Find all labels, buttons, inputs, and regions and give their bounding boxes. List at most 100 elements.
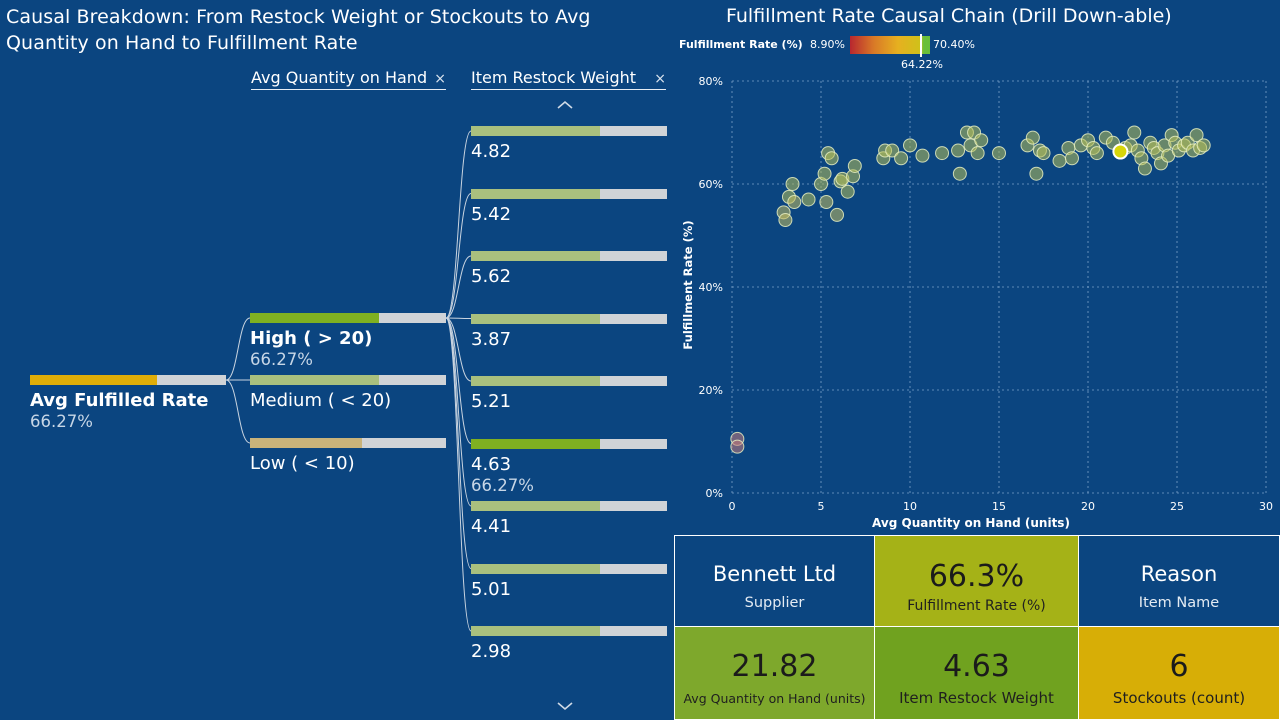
node-label: 4.63 (471, 453, 512, 475)
node-bar (471, 251, 667, 261)
node-label: 2.98 (471, 641, 512, 662)
decomposition-tree-title: Causal Breakdown: From Restock Weight or… (6, 6, 591, 54)
scatter-point (885, 143, 900, 158)
tree-connector (445, 317, 472, 507)
tree-connector (445, 317, 472, 382)
supplier-label: Supplier (744, 595, 805, 611)
tree-level2-node[interactable]: 5.21 (471, 376, 667, 413)
scatter-point (830, 207, 845, 222)
item-name-card[interactable]: Reason Item Name (1078, 535, 1280, 627)
node-bar-fill (471, 251, 601, 261)
tree-level2-node[interactable]: 2.98 (471, 626, 667, 663)
node-bar (250, 375, 446, 385)
node-bar (471, 438, 667, 449)
scatter-point (817, 166, 832, 181)
tree-level2-node[interactable]: 4.82 (471, 126, 667, 163)
node-label: Avg Fulfilled Rate (30, 390, 209, 411)
scatter-chart-title: Fulfillment Rate Causal Chain (Drill Dow… (726, 5, 1172, 27)
restock-weight-card[interactable]: 4.63 Item Restock Weight (874, 626, 1079, 720)
node-label: 5.42 (471, 203, 512, 225)
y-tick-label: 40% (699, 281, 723, 294)
tree-level2-node[interactable]: 4.63 66.27% (471, 438, 667, 496)
legend-current-marker (920, 34, 922, 57)
scatter-point (1052, 153, 1067, 168)
scatter-point (1089, 146, 1104, 161)
tree-root-node[interactable]: Avg Fulfilled Rate 66.27% (30, 375, 226, 432)
node-bar (471, 188, 667, 199)
kpi-cards: Bennett Ltd Supplier 66.3% Fulfillment R… (674, 535, 1280, 720)
scatter-point (952, 166, 967, 181)
stockouts-card[interactable]: 6 Stockouts (count) (1078, 626, 1280, 720)
node-bar (471, 501, 667, 511)
node-bar (250, 313, 446, 323)
scatter-point (992, 146, 1006, 161)
legend-gradient (850, 36, 930, 54)
node-bar (30, 375, 226, 385)
node-bar (471, 626, 667, 636)
node-label: Low ( < 10) (250, 453, 355, 474)
avg-quantity-value: 21.82 (731, 649, 818, 684)
tree-connector (445, 317, 472, 319)
scatter-point (1189, 128, 1204, 143)
avg-quantity-label: Avg Quantity on Hand (units) (683, 691, 866, 706)
tree-level2-node[interactable]: 5.62 (471, 251, 667, 288)
tree-connector (445, 193, 472, 319)
node-bar (471, 376, 667, 386)
tree-level2-node[interactable]: 4.41 (471, 501, 667, 538)
node-bar-fill (471, 501, 601, 511)
scatter-point (819, 195, 834, 210)
node-bar (471, 563, 667, 574)
node-bar-fill (471, 438, 601, 449)
stockouts-value: 6 (1169, 649, 1189, 684)
scatter-point (785, 177, 800, 191)
tree-connector (445, 317, 472, 632)
remove-level-icon[interactable]: × (434, 71, 446, 87)
scatter-point (847, 158, 862, 173)
scroll-down-chevron-icon[interactable] (556, 700, 574, 712)
item-name-value: Reason (1140, 562, 1218, 586)
node-bar-fill (250, 375, 380, 385)
scatter-point (894, 151, 909, 166)
legend-current-value: 64.22% (901, 58, 943, 71)
tree-connector (445, 317, 472, 569)
node-bar (471, 126, 667, 136)
restock-weight-value: 4.63 (943, 649, 1010, 684)
x-tick-label: 25 (1170, 500, 1184, 513)
fulfillment-rate-card[interactable]: 66.3% Fulfillment Rate (%) (874, 535, 1079, 627)
scatter-point (1064, 151, 1079, 166)
level-header-label: Avg Quantity on Hand (251, 68, 428, 87)
node-label: 4.82 (471, 141, 512, 162)
scatter-point (1025, 130, 1040, 145)
scroll-up-chevron-icon[interactable] (556, 99, 574, 111)
scatter-point (903, 138, 917, 153)
remove-level-icon[interactable]: × (654, 71, 666, 87)
supplier-card[interactable]: Bennett Ltd Supplier (674, 535, 875, 627)
node-bar-fill (471, 126, 601, 136)
scatter-chart[interactable]: 0 5 10 15 20 25 30 0% 20% 40% 60% 80% Avg Quantity o… (676, 66, 1280, 536)
tree-level2-node[interactable]: 3.87 (471, 313, 667, 351)
x-tick-label: 15 (992, 500, 1006, 513)
node-bar-fill (471, 563, 601, 574)
scatter-point (778, 213, 793, 228)
node-value: 66.27% (471, 475, 534, 495)
tree-level1-node[interactable]: Low ( < 10) (250, 438, 446, 475)
scatter-point (824, 151, 839, 166)
scatter-point (951, 143, 966, 158)
x-tick-label: 20 (1081, 500, 1095, 513)
y-tick-label: 80% (699, 75, 723, 88)
item-name-label: Item Name (1138, 595, 1220, 611)
avg-quantity-card[interactable]: 21.82 Avg Quantity on Hand (units) (674, 626, 875, 720)
legend-min: 8.90% (810, 38, 845, 51)
tree-level1-node[interactable]: Medium ( < 20) (250, 375, 446, 412)
node-bar-fill (471, 313, 601, 324)
tree-connector (225, 379, 251, 444)
tree-level2-node[interactable]: 5.42 (471, 188, 667, 226)
node-label: 5.62 (471, 266, 512, 287)
legend-max: 70.40% (933, 38, 975, 51)
x-tick-label: 10 (903, 500, 917, 513)
tree-level1-node[interactable]: High ( > 20) 66.27% (250, 313, 446, 370)
tree-level2-node[interactable]: 5.01 (471, 563, 667, 601)
node-label: Medium ( < 20) (250, 390, 392, 411)
node-bar (250, 438, 446, 448)
node-bar-fill (250, 438, 362, 448)
